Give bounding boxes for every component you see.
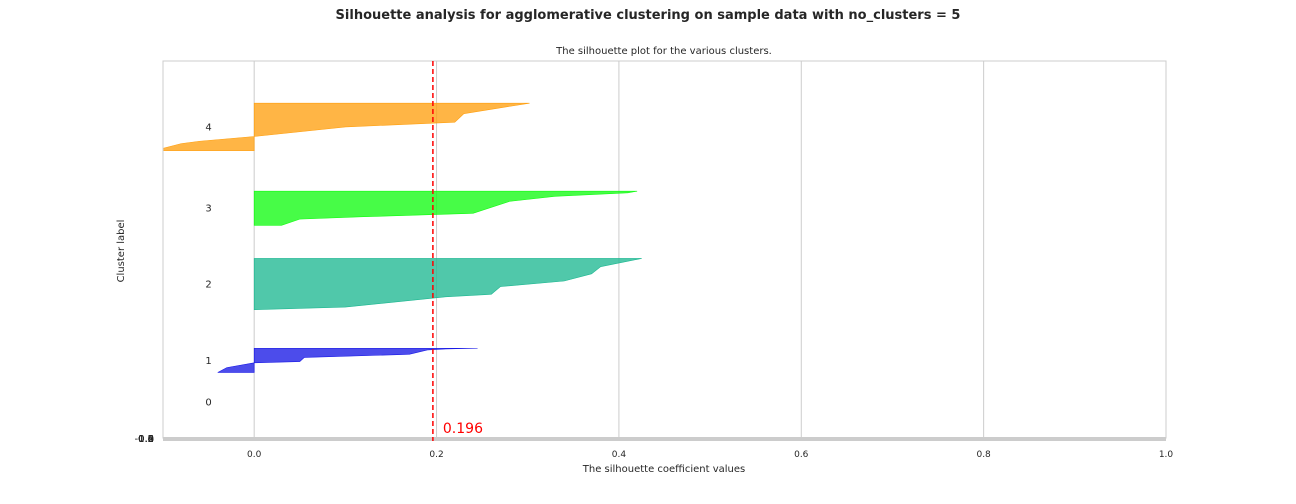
y-axis-label: Cluster label (116, 220, 127, 283)
x-tick-label: 0.0 (247, 450, 262, 460)
y-tick-label: 0.2 (138, 434, 154, 445)
x-tick-label: 1.0 (1159, 450, 1174, 460)
y-tick-label: 1.0 (138, 434, 154, 445)
cluster-label-3: 3 (205, 204, 211, 215)
y-tick-label: 0.0 (138, 434, 154, 445)
x-tick-label: 0.2 (429, 450, 443, 460)
y-tick-label: 0.6 (138, 434, 154, 445)
y-axis-tick-labels: -0.20.00.20.40.60.81.0 (134, 434, 154, 445)
cluster-layer: 0 1 2 3 4 (162, 102, 642, 409)
cluster-label-1: 1 (205, 356, 211, 367)
x-tick-label: 0.4 (612, 450, 627, 460)
cluster-label-4: 4 (205, 122, 211, 133)
x-axis-label: The silhouette coefficient values (582, 464, 746, 475)
x-tick-label: 0.8 (976, 450, 991, 460)
grid-layer (253, 61, 1167, 438)
figure-title: Silhouette analysis for agglomerative cl… (335, 8, 961, 23)
x-tick-labels: 0.0 0.2 0.4 0.6 0.8 1.0 (247, 450, 1173, 460)
cluster-4-silhouette (162, 102, 530, 152)
y-tick-label: 0.4 (138, 434, 154, 445)
y-tick-label: 0.8 (138, 434, 154, 445)
cluster-label-0: 0 (205, 398, 211, 409)
cluster-label-2: 2 (205, 280, 211, 291)
cluster-3-silhouette (253, 190, 638, 226)
x-tick-label: 0.6 (794, 450, 809, 460)
average-silhouette-label: 0.196 (443, 421, 483, 437)
y-tick-label: -0.2 (134, 434, 154, 445)
plot-title: The silhouette plot for the various clus… (555, 46, 772, 57)
cluster-2-silhouette (253, 258, 642, 310)
cluster-1-silhouette (217, 347, 478, 373)
